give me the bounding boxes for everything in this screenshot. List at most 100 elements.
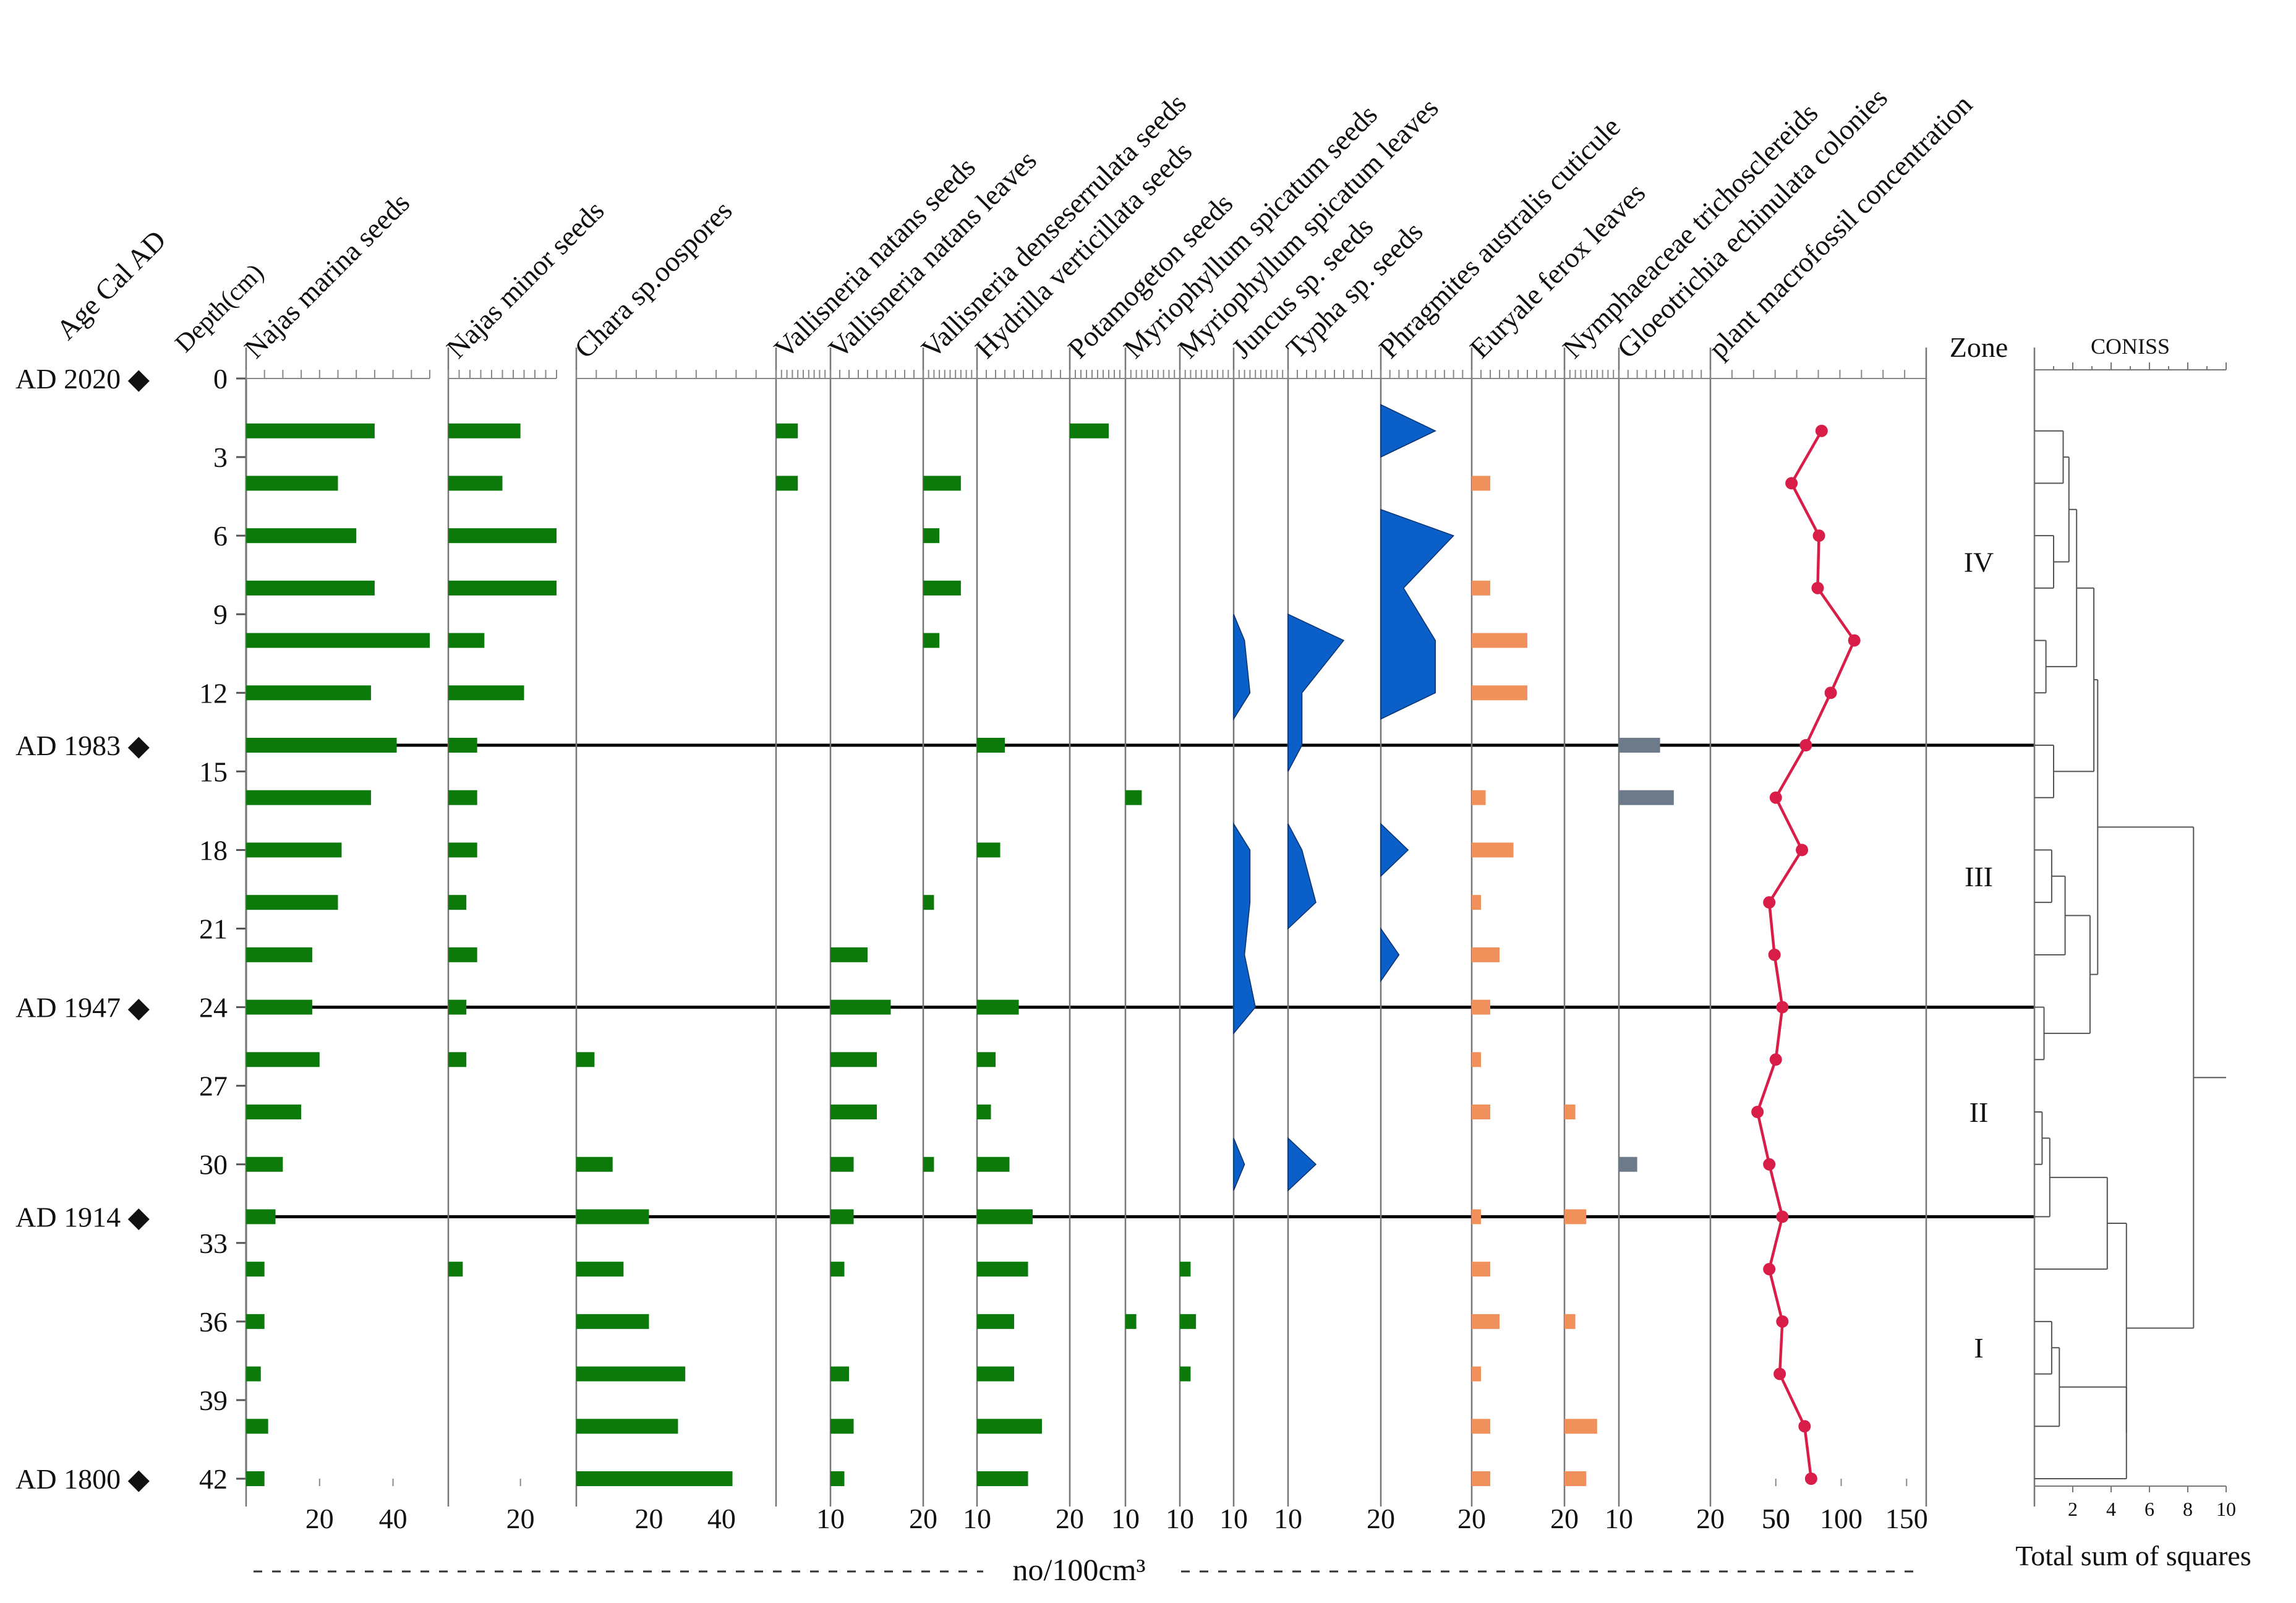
bar — [830, 1471, 845, 1486]
bar — [448, 528, 557, 544]
coniss-tick-label: 8 — [2183, 1498, 2193, 1520]
bar — [576, 1471, 733, 1486]
bar — [977, 738, 1005, 753]
bar — [448, 999, 467, 1015]
series-point — [1796, 844, 1809, 857]
series-point — [1776, 1210, 1789, 1223]
bar — [448, 738, 477, 753]
depth-tick-label: 33 — [199, 1228, 228, 1259]
bar — [830, 1209, 854, 1225]
bar — [1472, 842, 1514, 858]
x-tick-label: 20 — [1457, 1503, 1486, 1534]
x-tick-label: 20 — [1550, 1503, 1579, 1534]
bar — [576, 1156, 613, 1172]
x-tick-label: 20 — [1367, 1503, 1395, 1534]
bar — [1619, 738, 1660, 753]
zone-title: Zone — [1950, 331, 2008, 363]
coniss-tick-label: 10 — [2216, 1498, 2236, 1520]
x-tick-label: 20 — [506, 1503, 535, 1534]
bar — [246, 1314, 265, 1329]
bar — [246, 1471, 265, 1486]
bar — [448, 476, 503, 491]
area — [1233, 822, 1257, 1035]
depth-tick-label: 3 — [213, 442, 228, 473]
age-label: AD 1947 ◆ — [15, 992, 150, 1024]
panel-11: 10 — [1232, 348, 1302, 1534]
bar — [576, 1052, 595, 1067]
bar — [977, 1105, 991, 1119]
panel-9: 10 — [1124, 348, 1194, 1534]
x-tick-label: 10 — [1605, 1503, 1633, 1534]
bar — [576, 1262, 624, 1277]
x-tick-label: 150 — [1885, 1503, 1928, 1534]
depth-tick-label: 39 — [199, 1385, 228, 1416]
series-point — [1785, 477, 1798, 490]
x-tick-label: 10 — [1111, 1503, 1140, 1534]
bar — [1180, 1262, 1191, 1277]
bar — [448, 895, 467, 910]
depth-tick-label: 21 — [199, 913, 228, 945]
series-point — [1763, 1158, 1776, 1171]
area — [1380, 404, 1436, 458]
depth-tick-label: 12 — [199, 677, 228, 709]
depth-tick-label: 18 — [199, 834, 228, 866]
bar — [830, 1419, 854, 1434]
bar — [448, 842, 477, 858]
panel-7: 20 — [976, 348, 1084, 1534]
bar — [448, 633, 485, 648]
bar — [923, 476, 961, 491]
x-tick-label: 20 — [909, 1503, 937, 1534]
bar — [246, 738, 397, 753]
x-tick-label: 20 — [634, 1503, 663, 1534]
unit-label: no/100cm³ — [1013, 1552, 1146, 1587]
depth-tick-label: 6 — [213, 520, 228, 552]
bar — [576, 1209, 649, 1225]
bar — [246, 633, 430, 648]
bar — [1472, 1314, 1500, 1329]
bar — [246, 1156, 283, 1172]
bar — [448, 790, 477, 805]
series-point — [1776, 1315, 1789, 1328]
bar — [830, 1105, 877, 1119]
panel-1: 20 40 — [245, 348, 430, 1534]
series-point — [1799, 739, 1812, 751]
area — [1233, 1138, 1245, 1191]
bar — [1180, 1366, 1191, 1382]
bar — [448, 580, 557, 596]
depth-tick-label: 0 — [213, 363, 228, 395]
bar — [1070, 423, 1109, 438]
bar — [1125, 1314, 1137, 1329]
series-point — [1769, 791, 1782, 804]
zone-label: III — [1965, 861, 1993, 892]
panel-2: 20 — [447, 348, 557, 1534]
depth-tick-label: 42 — [199, 1463, 228, 1495]
bar — [1472, 999, 1490, 1015]
x-tick-label: 50 — [1762, 1503, 1790, 1534]
area — [1287, 1137, 1317, 1192]
bar — [977, 1156, 1010, 1172]
bar — [1472, 1052, 1481, 1067]
bar — [977, 1314, 1014, 1329]
series-point — [1768, 948, 1781, 961]
zone-label: I — [1974, 1332, 1983, 1364]
area — [1380, 508, 1454, 720]
area — [1380, 927, 1400, 983]
bar — [1125, 790, 1142, 805]
series-point — [1848, 634, 1861, 647]
bar — [1564, 1209, 1587, 1225]
age-label: AD 1914 ◆ — [15, 1201, 150, 1233]
bar — [1472, 476, 1490, 491]
bar — [923, 528, 940, 544]
age-label: AD 1983 ◆ — [15, 730, 150, 761]
panel-14: 20 — [1470, 348, 1579, 1534]
panel-8: 10 — [1069, 348, 1140, 1534]
bar — [977, 1052, 996, 1067]
bar — [830, 1262, 845, 1277]
coniss-title: CONISS — [2091, 334, 2170, 359]
panel-12: 20 — [1287, 348, 1395, 1534]
bar — [1564, 1314, 1576, 1329]
panel-15: 10 — [1563, 348, 1633, 1534]
area — [1287, 613, 1345, 772]
